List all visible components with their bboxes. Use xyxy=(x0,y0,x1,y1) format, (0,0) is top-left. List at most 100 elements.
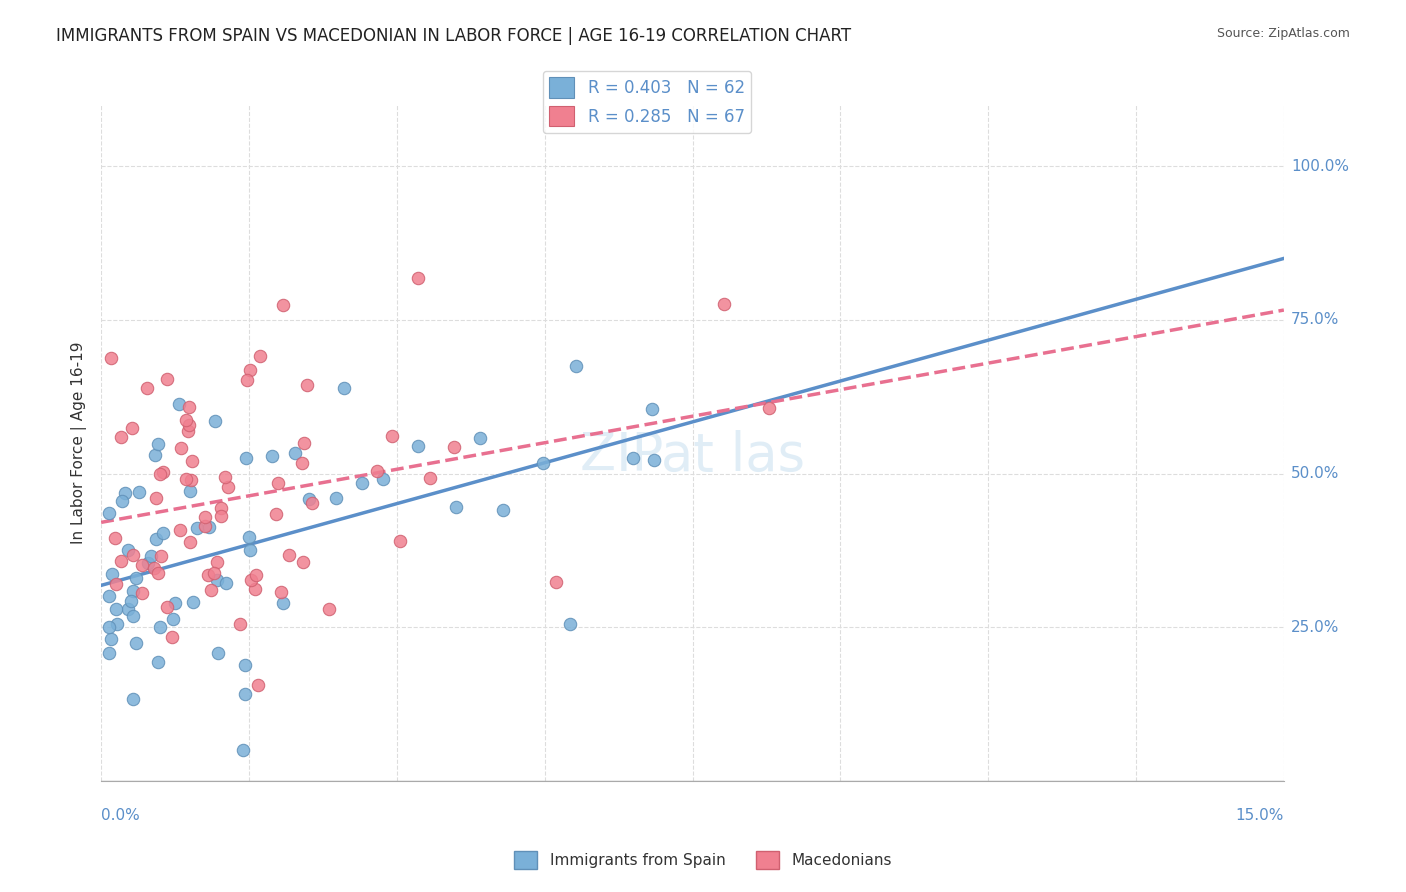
Point xyxy=(238,530,260,544)
Point xyxy=(181,595,204,609)
Point xyxy=(117,542,139,557)
Point xyxy=(100,632,122,646)
Point xyxy=(138,556,160,570)
Point xyxy=(294,435,316,450)
Point xyxy=(131,558,153,572)
Point xyxy=(533,456,555,470)
Legend: R = 0.403   N = 62, R = 0.285   N = 67: R = 0.403 N = 62, R = 0.285 N = 67 xyxy=(543,70,751,133)
Point xyxy=(177,417,200,432)
Point xyxy=(262,449,284,463)
Text: ZIPat las: ZIPat las xyxy=(579,431,806,483)
Point xyxy=(204,414,226,428)
Text: 15.0%: 15.0% xyxy=(1236,808,1284,823)
Point xyxy=(641,402,664,417)
Point xyxy=(381,428,404,442)
Point xyxy=(160,630,183,644)
Point xyxy=(621,450,644,465)
Point xyxy=(350,476,373,491)
Point xyxy=(122,692,145,706)
Text: 100.0%: 100.0% xyxy=(1291,159,1348,174)
Point xyxy=(121,609,143,624)
Point xyxy=(145,448,167,462)
Point xyxy=(239,542,262,557)
Point xyxy=(371,473,394,487)
Point xyxy=(207,646,229,660)
Point xyxy=(193,519,215,533)
Point xyxy=(408,439,430,453)
Point xyxy=(249,349,271,363)
Point xyxy=(388,534,411,549)
Point xyxy=(713,297,735,311)
Point xyxy=(205,555,228,569)
Point xyxy=(174,472,197,486)
Point xyxy=(149,620,172,634)
Point xyxy=(128,484,150,499)
Point xyxy=(267,476,290,491)
Point xyxy=(135,381,157,395)
Point xyxy=(332,381,354,395)
Point xyxy=(186,520,208,534)
Point xyxy=(446,500,468,515)
Point xyxy=(758,401,780,415)
Point xyxy=(558,617,581,632)
Point xyxy=(235,450,257,465)
Point xyxy=(139,549,162,563)
Point xyxy=(239,363,262,377)
Point xyxy=(245,567,267,582)
Point xyxy=(111,494,134,508)
Point xyxy=(143,560,166,574)
Point xyxy=(117,602,139,616)
Point xyxy=(271,596,294,610)
Point xyxy=(181,454,204,468)
Text: 25.0%: 25.0% xyxy=(1291,620,1339,635)
Point xyxy=(546,574,568,589)
Point xyxy=(271,298,294,312)
Point xyxy=(200,582,222,597)
Point xyxy=(205,574,228,588)
Point xyxy=(98,589,121,603)
Point xyxy=(236,373,259,387)
Point xyxy=(290,456,312,470)
Point xyxy=(148,437,170,451)
Point xyxy=(229,616,252,631)
Point xyxy=(131,586,153,600)
Point xyxy=(152,526,174,541)
Point xyxy=(150,549,173,563)
Legend: Immigrants from Spain, Macedonians: Immigrants from Spain, Macedonians xyxy=(509,845,897,875)
Point xyxy=(149,467,172,481)
Point xyxy=(152,465,174,479)
Point xyxy=(156,599,179,614)
Point xyxy=(215,576,238,591)
Point xyxy=(162,612,184,626)
Point xyxy=(104,602,127,616)
Point xyxy=(177,400,200,414)
Point xyxy=(122,548,145,562)
Point xyxy=(197,568,219,582)
Point xyxy=(295,377,318,392)
Point xyxy=(145,491,167,505)
Point xyxy=(145,532,167,546)
Point xyxy=(167,397,190,411)
Point xyxy=(284,446,307,460)
Point xyxy=(170,441,193,455)
Text: Source: ZipAtlas.com: Source: ZipAtlas.com xyxy=(1216,27,1350,40)
Point xyxy=(419,471,441,485)
Point xyxy=(174,413,197,427)
Text: 75.0%: 75.0% xyxy=(1291,312,1339,327)
Point xyxy=(270,584,292,599)
Point xyxy=(98,646,121,660)
Point xyxy=(209,501,232,516)
Point xyxy=(408,271,430,285)
Point xyxy=(98,506,121,520)
Point xyxy=(114,486,136,500)
Point xyxy=(214,469,236,483)
Text: 50.0%: 50.0% xyxy=(1291,467,1339,481)
Point xyxy=(156,372,179,386)
Point xyxy=(194,509,217,524)
Y-axis label: In Labor Force | Age 16-19: In Labor Force | Age 16-19 xyxy=(72,342,87,544)
Point xyxy=(643,452,665,467)
Point xyxy=(492,503,515,517)
Point xyxy=(169,523,191,537)
Point xyxy=(105,616,128,631)
Point xyxy=(366,464,388,478)
